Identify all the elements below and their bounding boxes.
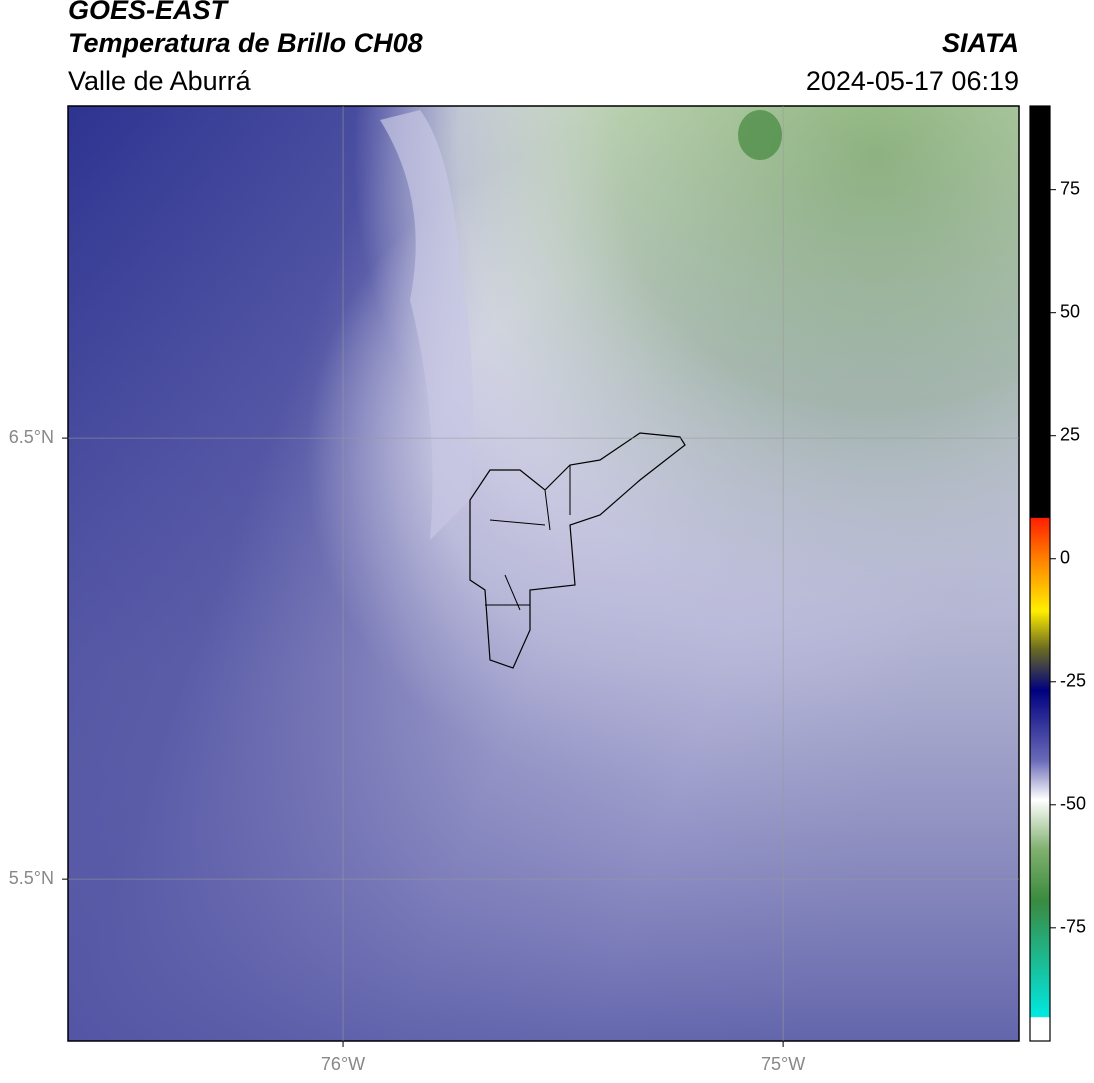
- colorbar-tick-label: 50: [1060, 301, 1080, 321]
- colorbar: [1029, 105, 1051, 1042]
- colorbar-tick-label: -50: [1060, 794, 1086, 814]
- title: GOES-EAST: [68, 0, 230, 25]
- source: SIATA: [942, 28, 1019, 58]
- colorbar-tick-label: 75: [1060, 178, 1080, 198]
- colorbar-tick-label: 0: [1060, 547, 1070, 567]
- colorbar-tick-label: -75: [1060, 917, 1086, 937]
- lat-label: 6.5°N: [9, 427, 54, 447]
- lat-label: 5.5°N: [9, 868, 54, 888]
- colorbar-tick-label: -25: [1060, 671, 1086, 691]
- lon-label: 76°W: [321, 1054, 365, 1074]
- datetime: 2024-05-17 06:19: [806, 66, 1019, 96]
- colorbar-tick-label: 25: [1060, 424, 1080, 444]
- lon-label: 75°W: [761, 1054, 805, 1074]
- region: Valle de Aburrá: [68, 66, 252, 96]
- map-frame: [67, 105, 1020, 1042]
- subtitle: Temperatura de Brillo CH08: [68, 28, 423, 58]
- map-field: [68, 106, 1019, 1041]
